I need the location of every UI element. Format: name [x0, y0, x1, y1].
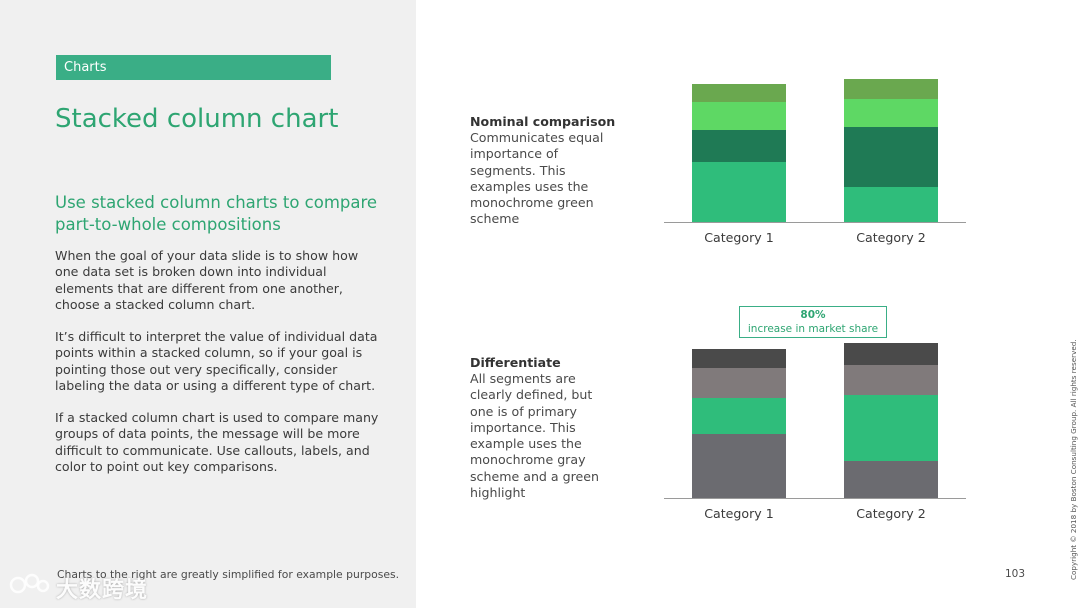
- watermark-logo: 大数跨境: [8, 570, 148, 604]
- example-2-title: Differentiate: [470, 355, 561, 370]
- bar-segment-2-1: [844, 461, 938, 498]
- bar-segment-1-3: [692, 102, 786, 130]
- bar-segment-1-2: [692, 130, 786, 162]
- bar-segment-2-3: [844, 99, 938, 127]
- callout-box: 80% increase in market share: [739, 306, 887, 338]
- stacked-column-chart-nominal: Category 1 Category 2: [664, 79, 966, 245]
- category-label-1: Category 1: [704, 506, 774, 521]
- bar-segment-2-2: [844, 127, 938, 187]
- bar-segment-2-4: [844, 79, 938, 99]
- bar-segment-2-1: [844, 187, 938, 222]
- bar-segment-2-3: [844, 365, 938, 395]
- watermark-text: 大数跨境: [56, 578, 149, 603]
- subheading: Use stacked column charts to compare par…: [55, 193, 378, 234]
- category-label-2: Category 2: [856, 506, 926, 521]
- bar-segment-1-3: [692, 368, 786, 398]
- body-paragraph-1: When the goal of your data slide is to s…: [55, 248, 359, 312]
- category-label-2: Category 2: [856, 230, 926, 245]
- example-2-description: All segments are clearly defined, but on…: [470, 371, 600, 501]
- bar-segment-2-4: [844, 343, 938, 365]
- copyright-notice: Copyright © 2018 by Boston Consulting Gr…: [1069, 339, 1078, 580]
- bar-segment-1-2: [692, 398, 786, 434]
- bar-segment-1-4: [692, 84, 786, 102]
- bar-segment-1-1: [692, 162, 786, 222]
- category-label-1: Category 1: [704, 230, 774, 245]
- page-number: 103: [1005, 568, 1026, 580]
- callout-value: 80%: [800, 309, 826, 321]
- stacked-column-chart-differentiate: Category 1 Category 2: [664, 343, 966, 521]
- example-1-title: Nominal comparison: [470, 114, 616, 129]
- page-title: Stacked column chart: [55, 104, 339, 134]
- bar-segment-2-2: [844, 395, 938, 461]
- footnote: Charts to the right are greatly simplifi…: [57, 568, 400, 581]
- bar-segment-1-4: [692, 349, 786, 368]
- section-tag: Charts: [56, 55, 331, 80]
- callout-text: increase in market share: [747, 323, 879, 335]
- watermark-mark-icon: [9, 573, 50, 594]
- body-paragraph-3: If a stacked column chart is used to com…: [55, 410, 379, 474]
- example-1-description: Communicates equal importance of segment…: [470, 130, 604, 227]
- body-paragraph-2: It’s difficult to interpret the value of…: [55, 329, 378, 393]
- left-panel: [0, 0, 416, 608]
- bar-segment-1-1: [692, 434, 786, 498]
